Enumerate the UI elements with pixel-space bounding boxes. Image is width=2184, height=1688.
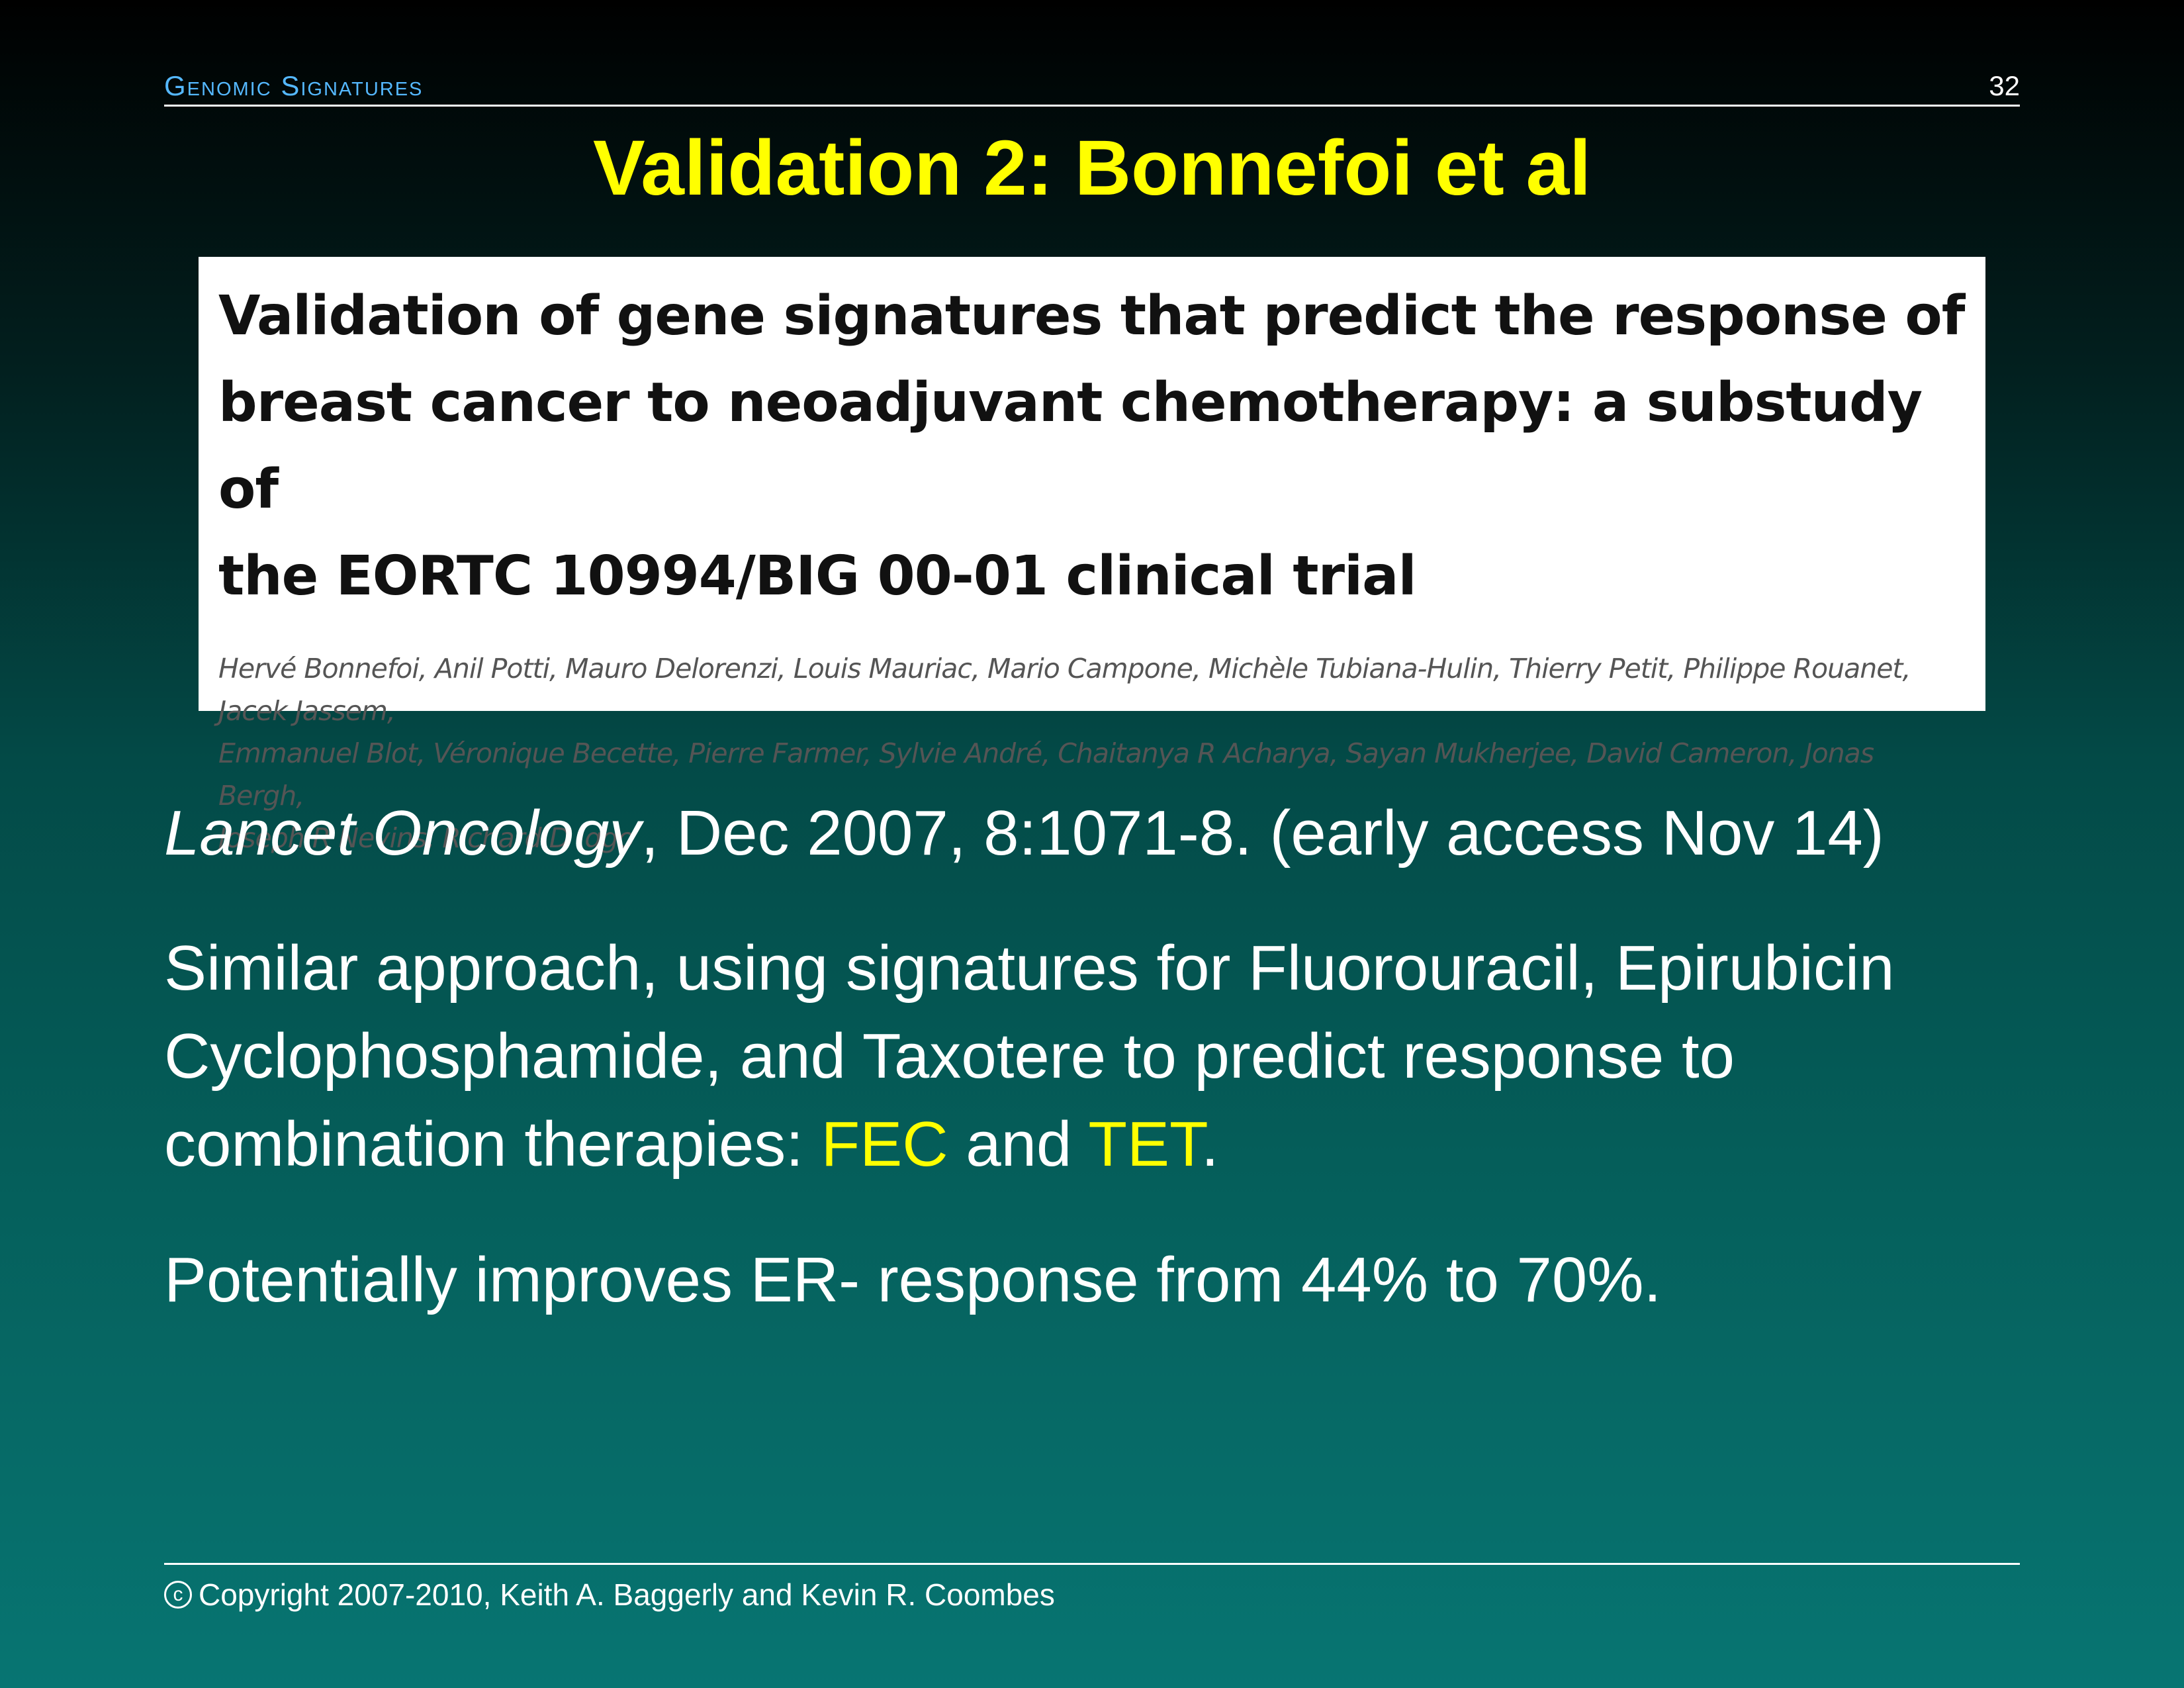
approach-paragraph: Similar approach, using signatures for F… — [164, 924, 2030, 1188]
paper-header-image: Validation of gene signatures that predi… — [199, 257, 1985, 854]
paper-title-line: the EORTC 10994/BIG 00-01 clinical trial — [218, 545, 1417, 608]
journal-name: Lancet Oncology — [164, 798, 641, 868]
paper-authors-line: Joseph R Nevins, Richard D Iggo — [218, 822, 635, 854]
approach-line: Similar approach, using signatures for F… — [164, 933, 1895, 1004]
slide-number: 32 — [1989, 70, 2020, 101]
citation-text: Lancet Oncology, Dec 2007, 8:1071-8. (ea… — [164, 789, 2030, 877]
footer-rule — [164, 1563, 2020, 1565]
approach-line: combination therapies: FEC and TET. — [164, 1100, 2030, 1188]
paper-authors-line: Emmanuel Blot, Véronique Becette, Pierre… — [218, 737, 1874, 812]
footer: c Copyright 2007-2010, Keith A. Baggerly… — [164, 1577, 1055, 1613]
paper-title: Validation of gene signatures that predi… — [218, 273, 1966, 620]
approach-line: Cyclophosphamide, and Taxotere to predic… — [164, 1021, 1735, 1092]
copyright-icon: c — [164, 1581, 192, 1609]
approach-text: combination therapies: — [164, 1109, 821, 1180]
tet-highlight: TET — [1088, 1109, 1202, 1180]
paper-title-line: breast cancer to neoadjuvant chemotherap… — [218, 371, 1923, 521]
improvement-statement: Potentially improves ER- response from 4… — [164, 1244, 1662, 1315]
copyright-text: Copyright 2007-2010, Keith A. Baggerly a… — [199, 1577, 1055, 1612]
fec-highlight: FEC — [821, 1109, 948, 1180]
header-section: Genomic Signatures — [164, 70, 424, 101]
header-rule — [164, 105, 2020, 107]
and-text: and — [948, 1109, 1089, 1180]
period-text: . — [1201, 1109, 1219, 1180]
paper-authors: Hervé Bonnefoi, Anil Potti, Mauro Delore… — [218, 647, 1966, 859]
citation-details: , Dec 2007, 8:1071-8. (early access Nov … — [641, 798, 1884, 868]
paper-title-line: Validation of gene signatures that predi… — [218, 285, 1965, 348]
paper-authors-line: Hervé Bonnefoi, Anil Potti, Mauro Delore… — [218, 653, 1911, 727]
slide-title: Validation 2: Bonnefoi et al — [593, 124, 1591, 212]
